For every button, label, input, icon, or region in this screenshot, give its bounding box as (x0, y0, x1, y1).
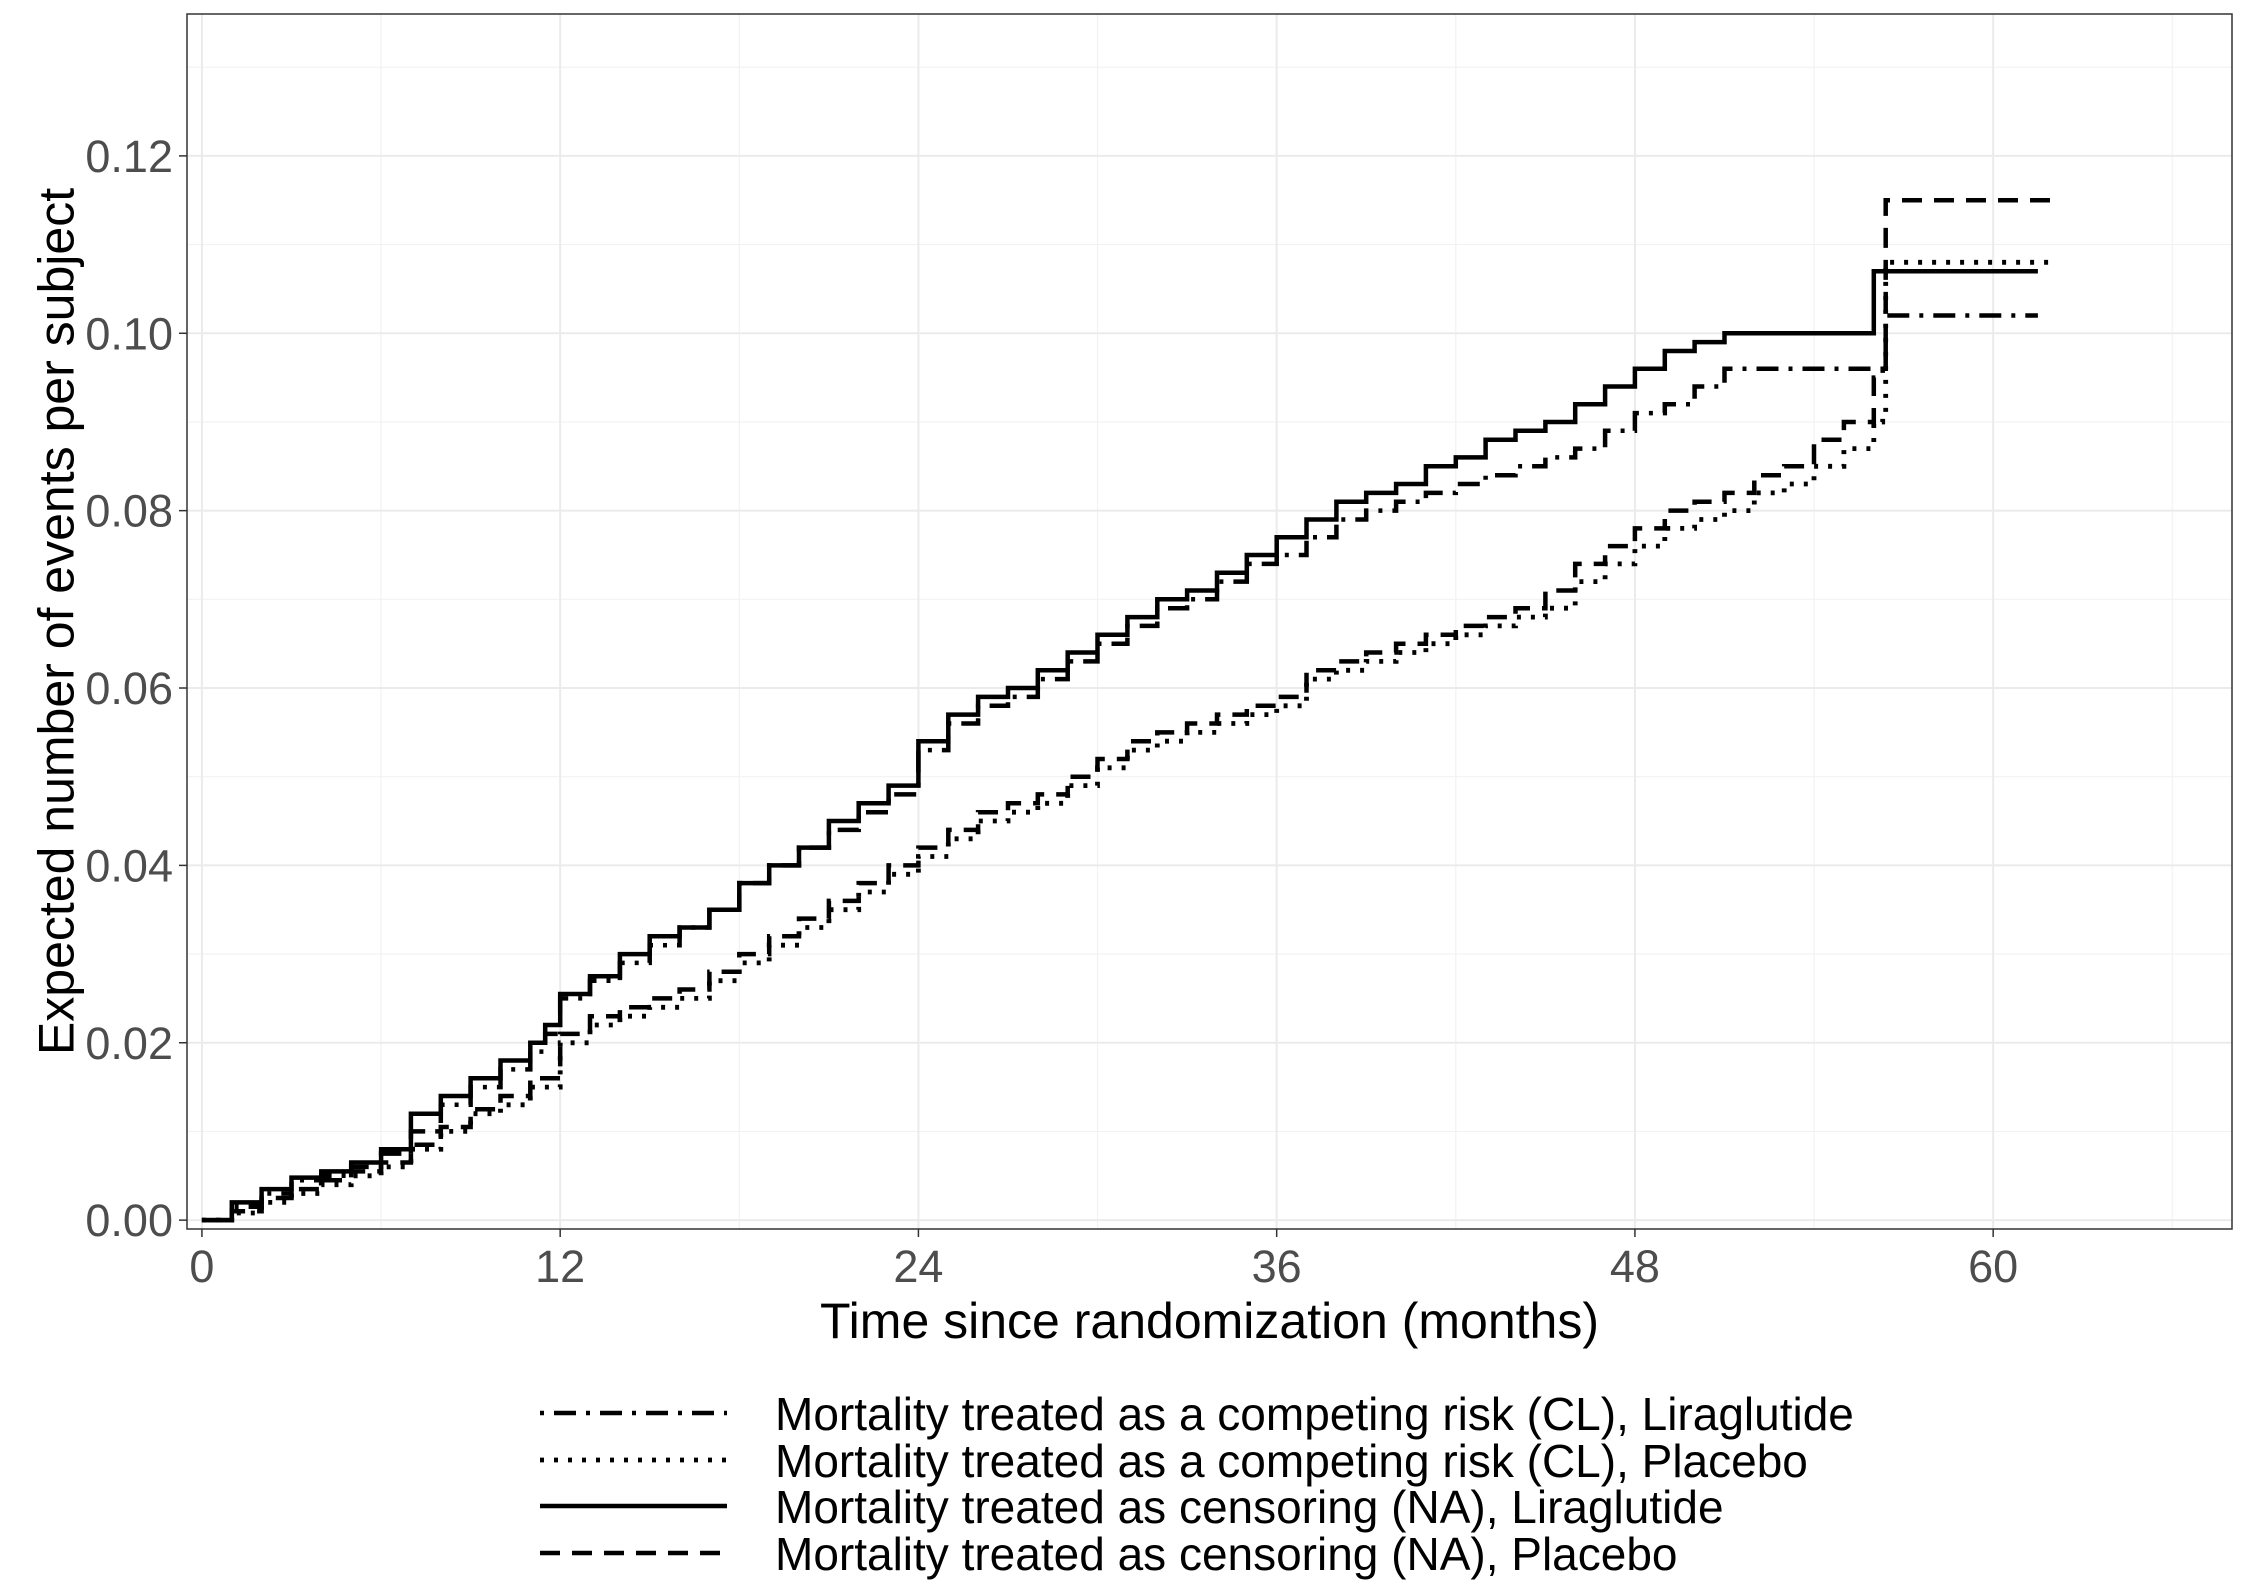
x-tick-label: 24 (893, 1241, 943, 1292)
legend: Mortality treated as a competing risk (C… (540, 1388, 1854, 1580)
series-line (201, 268, 2038, 1223)
series-line (201, 259, 2053, 1223)
y-tick-label: 0.08 (85, 486, 173, 537)
y-tick-label: 0.10 (85, 308, 173, 359)
y-axis: 0.00 0.02 0.04 0.06 0.08 0.10 0.12 (85, 131, 187, 1246)
x-tick-label: 36 (1252, 1241, 1302, 1292)
legend-label: Mortality treated as censoring (NA), Pla… (775, 1528, 1678, 1580)
y-axis-title: Expected number of events per subject (29, 188, 85, 1055)
x-tick-label: 0 (189, 1241, 214, 1292)
y-tick-label: 0.04 (85, 840, 173, 891)
x-axis: 0 12 24 36 48 60 (189, 1229, 2018, 1292)
grid-major (187, 14, 2232, 1229)
x-tick-label: 60 (1968, 1241, 2018, 1292)
legend-label: Mortality treated as censoring (NA), Lir… (775, 1481, 1724, 1533)
y-tick-label: 0.12 (85, 131, 173, 182)
series-line (201, 197, 2053, 1223)
panel-border (186, 13, 2233, 1230)
x-axis-title: Time since randomization (months) (820, 1293, 1599, 1349)
x-tick-label: 12 (535, 1241, 585, 1292)
x-tick-label: 48 (1610, 1241, 1660, 1292)
y-tick-label: 0.06 (85, 663, 173, 714)
y-tick-label: 0.02 (85, 1018, 173, 1069)
y-tick-label: 0.00 (85, 1195, 173, 1246)
series-layer (201, 197, 2053, 1223)
legend-label: Mortality treated as a competing risk (C… (775, 1435, 1808, 1487)
legend-label: Mortality treated as a competing risk (C… (775, 1388, 1854, 1440)
